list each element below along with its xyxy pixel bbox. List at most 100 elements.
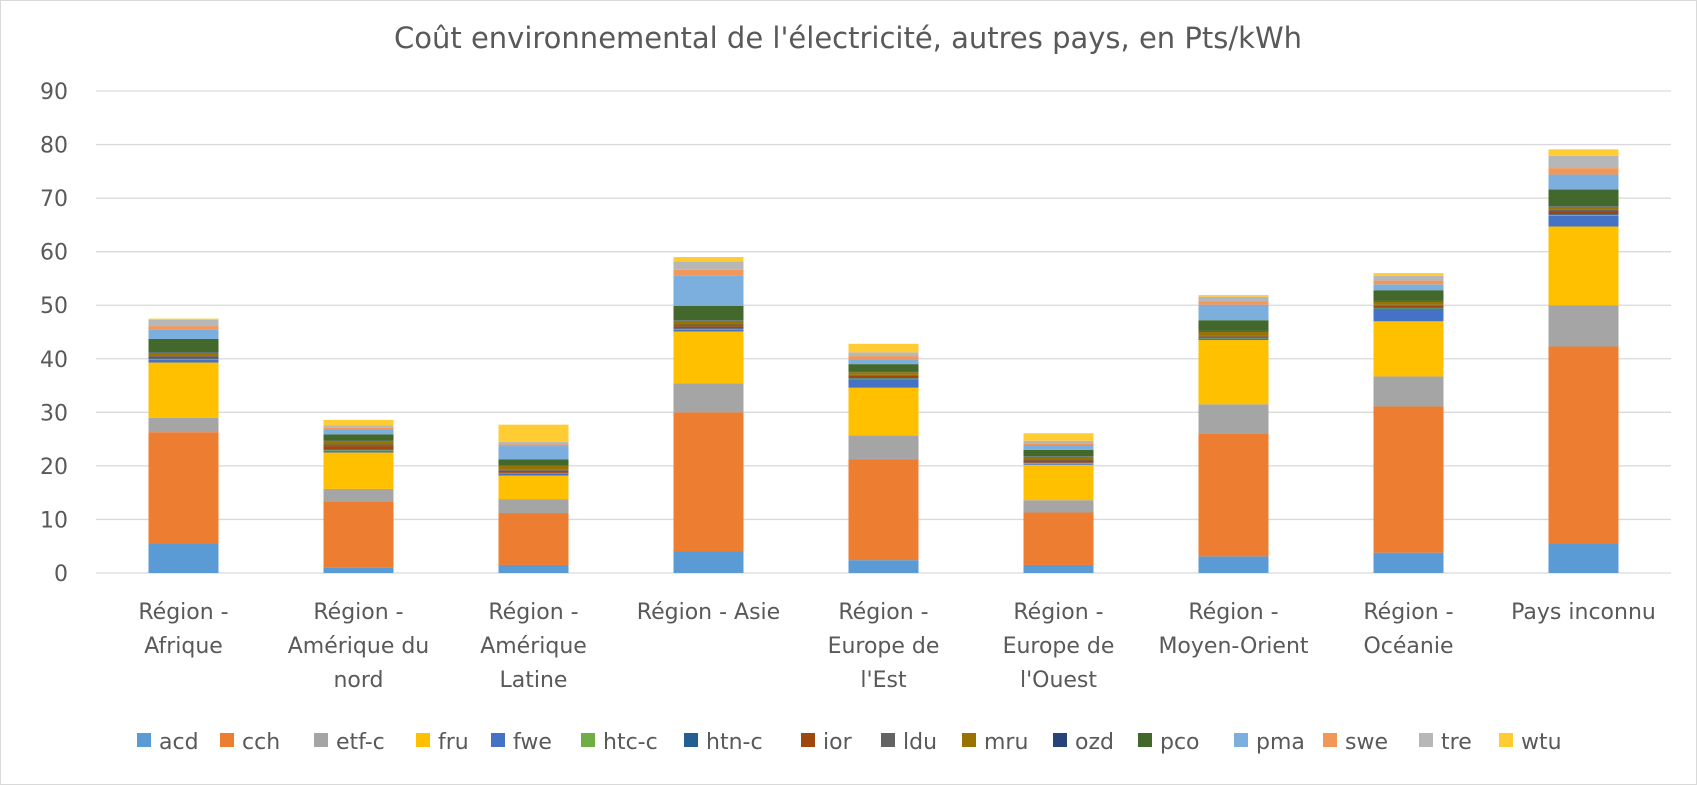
bar-segment-ozd [148,352,219,353]
bar-segment-acd [848,560,919,573]
legend-label: htn-c [706,730,763,755]
bar-segment-wtu [323,419,394,426]
bar-segment-fwe [1198,338,1269,341]
x-category-label: Région -Moyen-Orient [1158,600,1308,659]
x-category-label: Pays inconnu [1511,600,1656,625]
y-tick-label: 10 [40,508,68,533]
legend-label: cch [242,730,280,755]
chart-title: Coût environnemental de l'électricité, a… [394,21,1302,55]
x-category-label: Région -Océanie [1363,600,1453,659]
bar-segment-ior [148,356,219,359]
bar-segment-pco [848,364,919,372]
legend-swatch [1053,733,1067,747]
bar-segment-fru [498,475,569,500]
legend-item-fwe: fwe [491,730,552,755]
bar-segment-ozd [323,440,394,442]
legend-label: ozd [1075,730,1114,755]
bar-segment-fwe [323,450,394,453]
bar-stack [1023,433,1094,573]
bar-segment-acd [673,551,744,573]
bar-stack [1373,273,1444,573]
bar-segment-wtu [1373,273,1444,276]
bar-segment-pma [1548,174,1619,190]
bar-segment-htc-c [1198,338,1269,339]
bar-segment-pco [323,434,394,441]
legend-item-swe: swe [1323,730,1388,755]
bar-segment-pco [1548,189,1619,207]
legend-label: tre [1441,730,1472,755]
bar-segment-fwe [1023,463,1094,465]
bar-segment-ozd [848,371,919,373]
bar-segment-etf-c [323,488,394,502]
bar-segment-swe [673,269,744,276]
legend-label: mru [984,730,1028,755]
bar-segment-htc-c [1548,215,1619,216]
bar-segment-ldu [148,355,219,357]
x-axis-category-labels: Région -Afrique Région -Amérique du nord Ré… [138,600,1655,693]
x-category-label: Région -Afrique [138,600,228,659]
bar-segment-fwe [148,359,219,363]
y-tick-label: 60 [40,241,68,266]
bar-segment-cch [1373,406,1444,553]
bar-segment-tre [848,352,919,357]
bar-segment-acd [498,564,569,573]
legend-swatch [491,733,505,747]
y-tick-label: 40 [40,348,68,373]
bar-segment-pma [848,359,919,365]
legend-item-acd: acd [137,730,199,755]
bar-segment-pco [1023,449,1094,457]
bar-segment-fwe [1373,308,1444,322]
bar-segment-mru [323,441,394,445]
bar-segment-wtu [848,343,919,353]
y-tick-label: 50 [40,294,68,319]
bar-segment-fwe [498,473,569,476]
bar-segment-fru [1023,464,1094,501]
bar-segment-mru [848,372,919,375]
bar-segment-fru [673,331,744,384]
bar-segment-ior [848,375,919,379]
legend-swatch [1138,733,1152,747]
bar-segment-cch [673,412,744,552]
bar-segment-tre [1548,155,1619,169]
legend-swatch [1234,733,1248,747]
legend-label: swe [1345,730,1388,755]
bar-segment-tre [148,319,219,327]
bar-segment-etf-c [1373,376,1444,407]
bar-segment-ozd [1198,330,1269,332]
legend-swatch [220,733,234,747]
bar-segment-etf-c [148,417,219,433]
bar-segment-mru [498,465,569,470]
bar-segment-pco [1373,290,1444,301]
bar-segment-ior [498,470,569,473]
bar-stack [673,257,744,573]
bar-segment-ldu [498,469,569,471]
bar-segment-tre [673,261,744,270]
bar-segment-fwe [673,329,744,332]
bar-segment-tre [323,425,394,428]
bar-stack [1198,295,1269,573]
bar-segment-htn-c [1373,307,1444,309]
bar-segment-swe [148,326,219,330]
bar-segment-htc-c [1373,308,1444,309]
x-category-label: Région -Europe de l'Est [828,600,940,693]
legend-swatch [416,733,430,747]
bar-segment-htc-c [848,378,919,380]
legend-item-ior: ior [801,730,853,755]
bar-segment-acd [1023,564,1094,573]
bar-segment-ior [1198,336,1269,338]
bar-stack [148,318,219,573]
legend-swatch [801,733,815,747]
bar-segment-mru [1548,206,1619,210]
bar-segment-htc-c [1023,463,1094,464]
bar-segment-cch [1548,346,1619,544]
bar-segment-fru [1373,321,1444,377]
bar-segment-htc-c [148,359,219,360]
bar-segment-htc-c [323,450,394,451]
legend-label: pco [1160,730,1200,755]
legend-item-pco: pco [1138,730,1200,755]
bar-segment-pma [1023,445,1094,450]
y-tick-label: 90 [40,80,68,105]
legend-label: acd [159,730,199,755]
legend-swatch [684,733,698,747]
